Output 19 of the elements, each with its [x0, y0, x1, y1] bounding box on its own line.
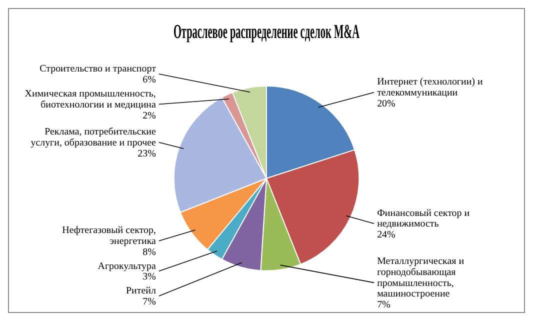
- slice-label: Интернет (технологии) и телекоммуникации: [377, 76, 484, 98]
- data-label: 7%: [377, 300, 390, 311]
- data-label: 7%: [142, 296, 156, 308]
- data-label: 8%: [142, 246, 156, 258]
- slice-label: Ритейл: [126, 286, 156, 297]
- data-label: 20%: [377, 98, 396, 110]
- data-label: 2%: [142, 110, 156, 122]
- slice-label: Агрокультура: [98, 260, 157, 272]
- data-label: 24%: [377, 230, 396, 241]
- slice-label: Химическая промышленность, биотехнологии и медицина: [24, 88, 157, 110]
- chart-title: Отраслевое распределение сделок M&A: [173, 22, 360, 44]
- slice-label: Строительство и транспорт: [40, 64, 157, 75]
- slice-label: Финансовый сектор и недвижимость: [377, 208, 470, 230]
- slice-label: Металлургическая и горнодобывающая промышленность, машиностроение: [377, 256, 465, 300]
- slice-label: Нефтегазовый сектор, энергетика: [62, 225, 157, 247]
- data-label: 3%: [142, 272, 156, 283]
- data-label: 6%: [142, 74, 156, 86]
- slice-label: Реклама, потребительские услуги, образование и прочее: [30, 126, 157, 148]
- data-label: 23%: [138, 148, 156, 160]
